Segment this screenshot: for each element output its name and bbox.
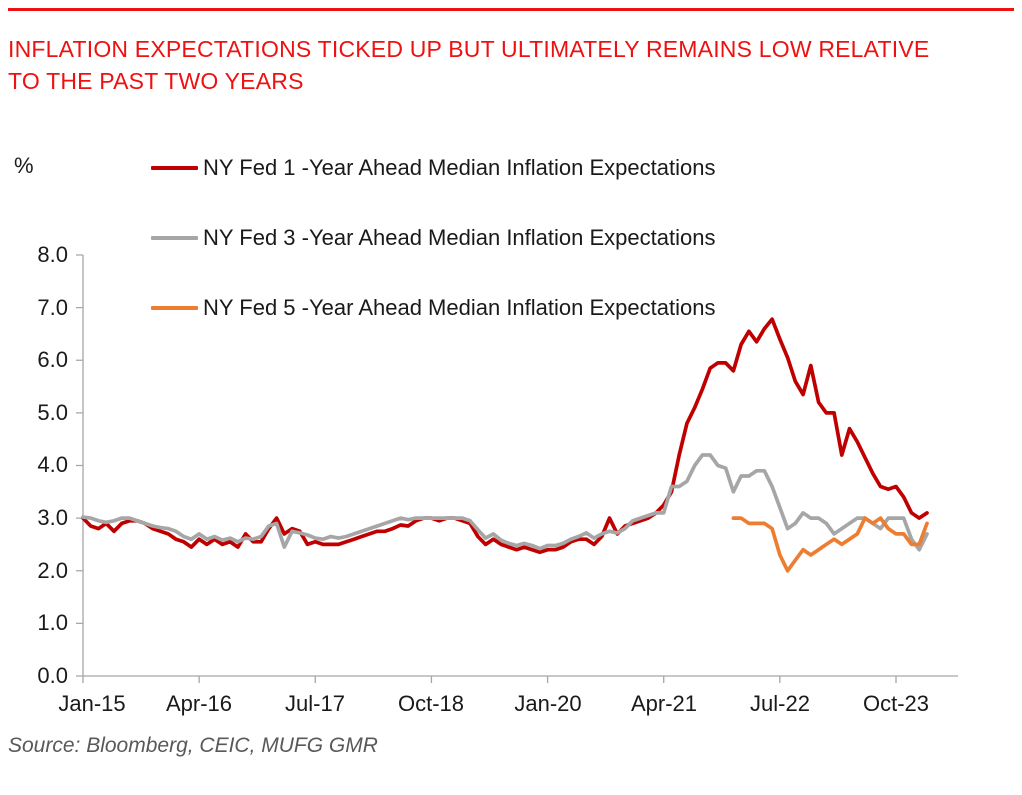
legend-item-1yr: NY Fed 1 -Year Ahead Median Inflation Ex…: [151, 155, 716, 180]
y-axis-unit-label: %: [14, 153, 34, 178]
series-line-3yr: [81, 453, 929, 552]
x-axis-tick-label: Jan-15: [58, 691, 126, 716]
y-axis-tick-label: 8.0: [37, 242, 68, 267]
source-note: Source: Bloomberg, CEIC, MUFG GMR: [8, 734, 378, 757]
legend-label-5yr: NY Fed 5 -Year Ahead Median Inflation Ex…: [203, 295, 716, 320]
chart-legend: NY Fed 1 -Year Ahead Median Inflation Ex…: [151, 155, 716, 366]
x-axis-tick-label: Oct-23: [862, 691, 930, 716]
y-axis-tick-label: 4.0: [37, 452, 68, 477]
y-axis-tick-label: 5.0: [37, 400, 68, 425]
legend-swatch-5yr-icon: [151, 306, 198, 310]
y-axis-tick-label: 3.0: [37, 505, 68, 530]
x-axis-tick-label: Apr-16: [165, 691, 233, 716]
legend-item-3yr: NY Fed 3 -Year Ahead Median Inflation Ex…: [151, 225, 716, 250]
chart-axes: [76, 254, 958, 683]
y-axis-tick-label: 0.0: [37, 663, 68, 688]
page-title: INFLATION EXPECTATIONS TICKED UP BUT ULT…: [8, 36, 930, 94]
series-line-1yr: [81, 317, 929, 555]
legend-swatch-1yr-icon: [151, 166, 198, 170]
series-line-5yr: [731, 516, 929, 573]
x-axis-tick-label: Jul-17: [285, 691, 345, 716]
y-axis-tick-label: 6.0: [37, 347, 68, 372]
top-rule: [8, 8, 1014, 11]
x-axis-tick-label: Apr-21: [630, 691, 698, 716]
y-axis-tick-label: 2.0: [37, 558, 68, 583]
legend-label-1yr: NY Fed 1 -Year Ahead Median Inflation Ex…: [203, 155, 716, 180]
y-axis-tick-label: 7.0: [37, 295, 68, 320]
x-axis-tick-label: Oct-18: [397, 691, 465, 716]
x-axis-tick-label: Jan-20: [514, 691, 582, 716]
legend-item-5yr: NY Fed 5 -Year Ahead Median Inflation Ex…: [151, 295, 716, 320]
legend-swatch-3yr-icon: [151, 236, 198, 240]
y-axis-tick-label: 1.0: [37, 610, 68, 635]
legend-label-3yr: NY Fed 3 -Year Ahead Median Inflation Ex…: [203, 225, 716, 250]
x-axis-tick-label: Jul-22: [750, 691, 810, 716]
